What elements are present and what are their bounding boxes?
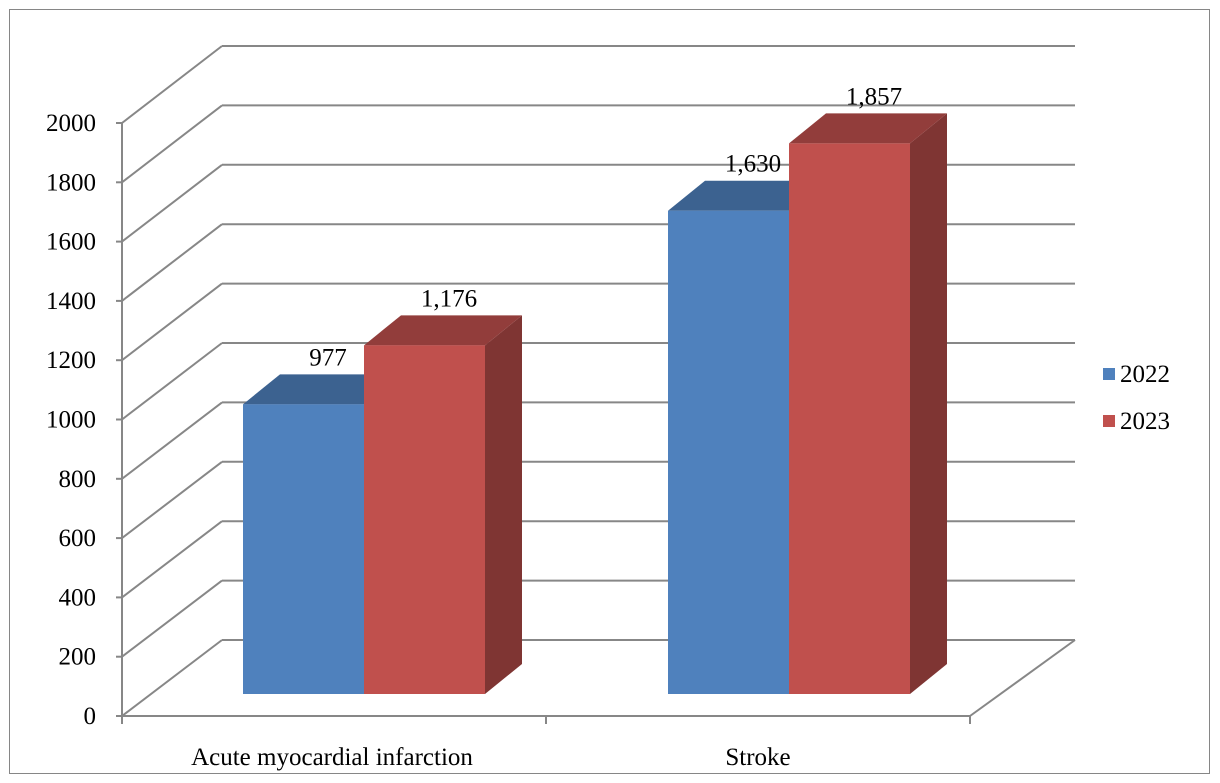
gridline-side <box>121 520 223 599</box>
bar-2022 <box>243 404 364 694</box>
bar-top-2022 <box>243 374 401 405</box>
bar-2023 <box>789 143 910 694</box>
floor-right-edge <box>969 639 1076 717</box>
bar-2023 <box>364 345 485 694</box>
gridline-side <box>121 104 223 184</box>
x-tick-label: Acute myocardial infarction <box>191 744 473 771</box>
data-label: 977 <box>309 344 347 371</box>
legend-label: 2022 <box>1120 361 1170 388</box>
y-tick-label: 400 <box>59 584 97 611</box>
data-label: 1,176 <box>421 285 477 312</box>
gridline-side <box>121 223 223 302</box>
gridline-side <box>121 282 223 361</box>
y-tick-label: 1200 <box>46 347 96 374</box>
gridline-side <box>121 45 223 124</box>
y-tick-label: 200 <box>59 644 97 671</box>
gridline-side <box>121 164 223 243</box>
y-tick-label: 1000 <box>46 407 96 434</box>
legend-swatch-2023 <box>1103 415 1115 427</box>
gridline-side <box>121 461 223 539</box>
bar-2022 <box>668 210 789 694</box>
legend-label: 2023 <box>1120 408 1170 435</box>
gridline-side <box>121 342 223 421</box>
y-tick-label: 1800 <box>46 169 96 196</box>
gridline-side <box>121 579 223 658</box>
data-label: 1,857 <box>846 83 902 110</box>
gridline-side <box>121 401 223 480</box>
data-label: 1,630 <box>725 151 781 178</box>
y-tick-label: 0 <box>84 703 97 730</box>
bar-side-2023 <box>910 113 947 695</box>
y-tick-label: 1600 <box>46 229 96 256</box>
y-tick-label: 1400 <box>46 288 96 315</box>
bar-top-2023 <box>789 113 947 144</box>
bar-side-2023 <box>485 315 522 694</box>
y-tick-label: 800 <box>59 466 97 493</box>
y-tick-label: 2000 <box>46 110 96 137</box>
legend-swatch-2022 <box>1103 368 1115 380</box>
gridline-side <box>121 639 223 717</box>
y-tick-label: 600 <box>59 525 97 552</box>
x-tick-label: Stroke <box>725 744 790 771</box>
chart-frame <box>9 9 1210 774</box>
bar-top-2023 <box>364 315 522 346</box>
bar-top-2022 <box>668 180 826 211</box>
